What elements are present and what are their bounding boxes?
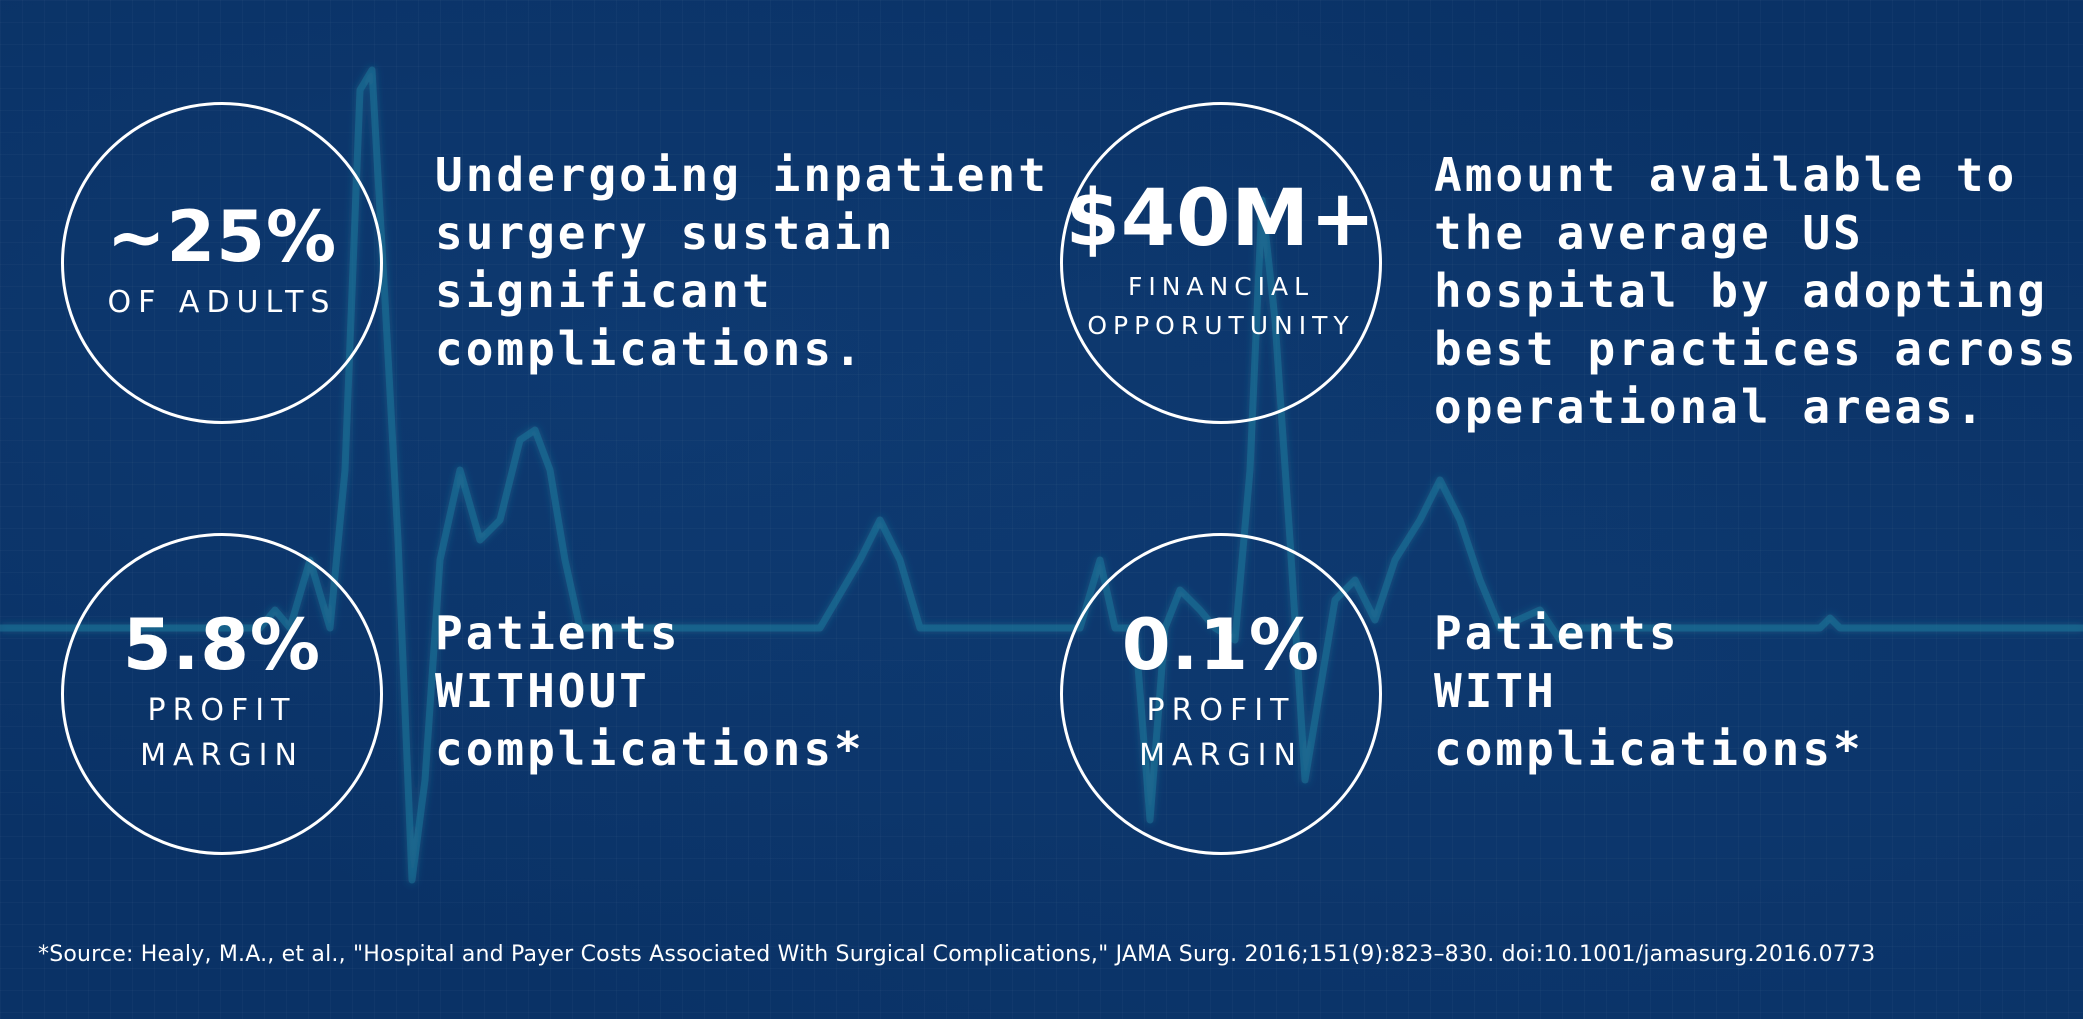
stat-label-financial-line-2: OPPORUTUNITY <box>1087 311 1355 340</box>
stat-description-profit-with: Patients WITH complications* <box>1434 606 1864 776</box>
stat-label-financial-line-1: FINANCIAL <box>1127 272 1315 302</box>
stat-value-profit-with: 0.1% <box>1121 604 1321 686</box>
stat-circle-profit-without: 5.8% PROFIT MARGIN <box>61 533 383 855</box>
stat-value-financial: $40M+ <box>1065 174 1377 265</box>
stat-circle-profit-with: 0.1% PROFIT MARGIN <box>1060 533 1382 855</box>
stat-circle-adults: ~25% OF ADULTS <box>61 102 383 424</box>
stat-label-profit-with-line-2: MARGIN <box>1139 738 1303 773</box>
stat-label-profit-with-line-1: PROFIT <box>1146 693 1296 728</box>
stat-description-profit-without: Patients WITHOUT complications* <box>435 606 865 776</box>
stat-value-profit-without: 5.8% <box>122 604 322 686</box>
stat-label-profit-without: PROFIT MARGIN <box>140 688 304 778</box>
stat-label-profit-without-line-2: MARGIN <box>140 738 304 773</box>
stat-label-financial: FINANCIAL OPPORUTUNITY <box>1087 268 1354 346</box>
stat-circle-financial: $40M+ FINANCIAL OPPORUTUNITY <box>1060 102 1382 424</box>
ecg-trace <box>0 66 2083 884</box>
stat-label-profit-without-line-1: PROFIT <box>147 693 297 728</box>
stat-label-adults: OF ADULTS <box>107 284 337 320</box>
stat-description-adults: Undergoing inpatient surgery sustain sig… <box>435 148 1049 376</box>
stat-label-profit-with: PROFIT MARGIN <box>1139 688 1303 778</box>
source-footnote: *Source: Healy, M.A., et al., "Hospital … <box>38 942 1876 967</box>
stat-description-financial: Amount available to the average US hospi… <box>1434 148 2079 434</box>
stat-value-adults: ~25% <box>106 195 338 278</box>
